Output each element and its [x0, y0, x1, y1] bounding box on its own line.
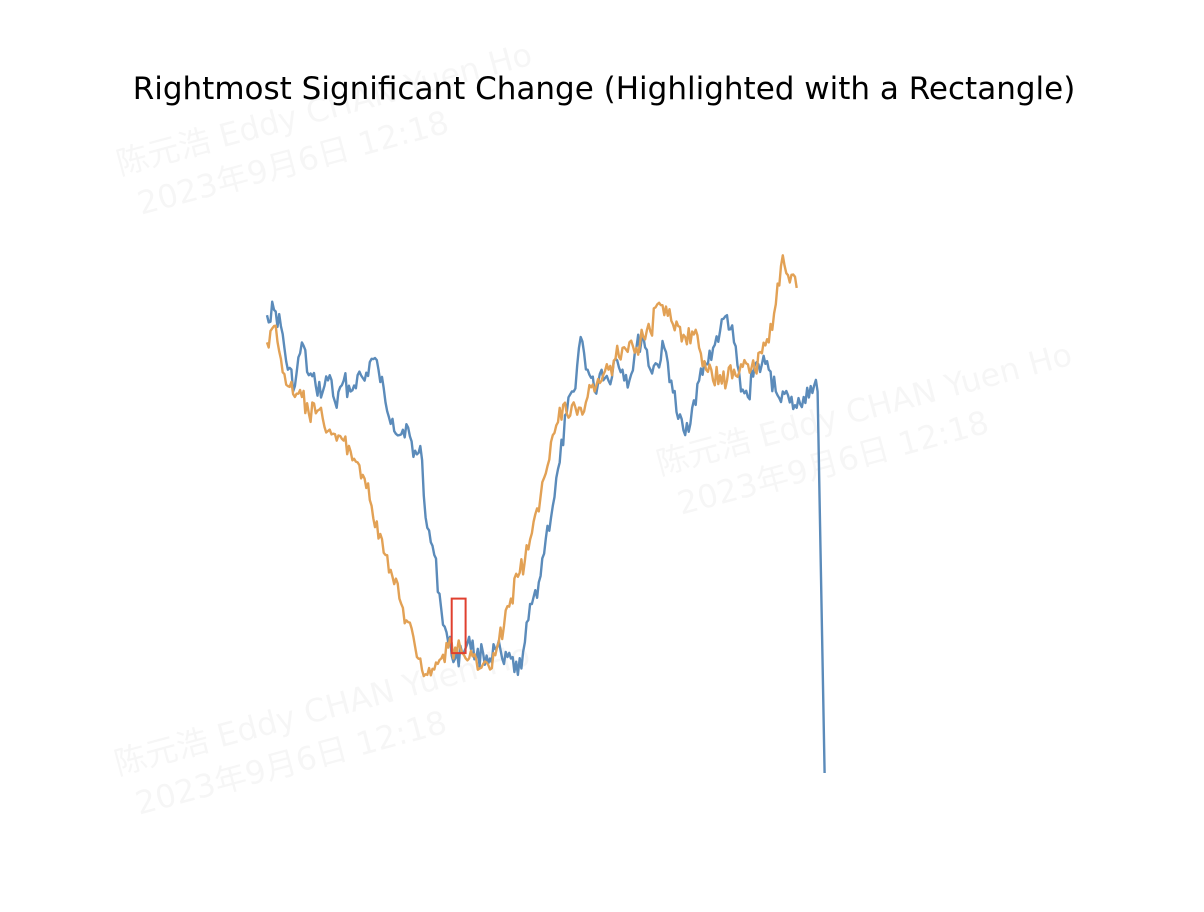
chart-title: Rightmost Significant Change (Highlighte… [133, 71, 1076, 107]
plot-area [265, 254, 826, 774]
watermark-layer: 陈元浩 Eddy CHAN Yuen Ho 2023年9月6日 12:18 陈元… [110, 35, 1087, 825]
series-line-1 [265, 300, 826, 774]
highlight-rectangle [450, 597, 467, 655]
series-line-2 [265, 254, 798, 678]
